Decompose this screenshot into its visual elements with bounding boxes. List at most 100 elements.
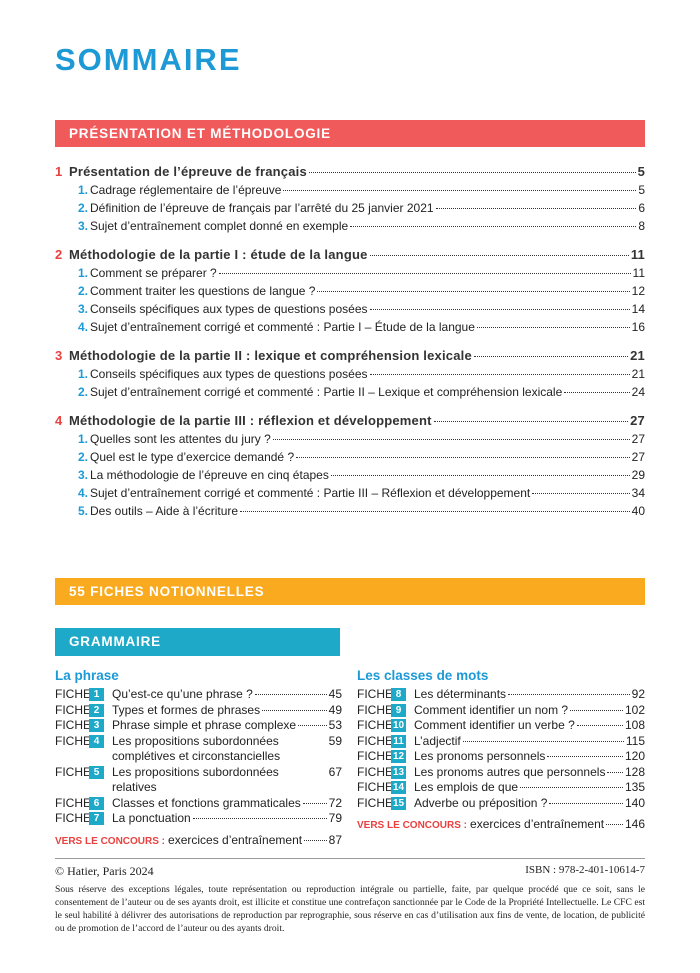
item-row: 3. Conseils spécifiques aux types de ques… <box>55 300 645 318</box>
page-number: 40 <box>631 504 645 518</box>
page-number: 34 <box>631 486 645 500</box>
page-number: 21 <box>630 348 645 363</box>
section-banner: PRÉSENTATION ET MÉTHODOLOGIE <box>55 120 645 147</box>
item-text: Sujet d’entraînement corrigé et commenté… <box>90 320 475 334</box>
item-row: 3. La méthodologie de l’épreuve en cinq é… <box>55 466 645 484</box>
fiche-text: Comment identifier un verbe ? <box>414 718 575 732</box>
fiche-label: FICHE <box>357 702 393 717</box>
page-number: 24 <box>631 385 645 399</box>
chapter-number: 2 <box>55 247 63 262</box>
dot-leader <box>330 475 630 476</box>
page-number: 27 <box>630 413 645 428</box>
fiche-entry: Les pronoms autres que personnels 128 <box>414 765 645 781</box>
dot-leader <box>520 787 623 788</box>
page-number: 135 <box>624 780 645 794</box>
fiche-label: FICHE <box>357 687 393 701</box>
page-number: 146 <box>624 817 645 831</box>
legal-notice: Sous réserve des exceptions légales, tou… <box>55 884 645 934</box>
fiche-text: Les pronoms personnels <box>414 749 546 763</box>
item-number: 5. <box>78 504 89 518</box>
chapter-row: 4 Méthodologie de la partie III : réflexi… <box>55 412 645 430</box>
dot-leader <box>564 392 630 393</box>
item-text: Sujet d’entraînement corrigé et commenté… <box>90 385 563 399</box>
fiche-label: FICHE <box>357 749 393 763</box>
dot-leader <box>532 493 630 494</box>
fiche-entry: Comment identifier un verbe ? 108 <box>414 718 645 734</box>
item-number: 1. <box>78 266 89 280</box>
fiche-row: FICHE 5 Les propositions subordonnées rela… <box>55 765 342 796</box>
page-number: 5 <box>638 183 645 197</box>
page-number: 29 <box>631 468 645 482</box>
fiche-text: Les propositions subordonnées relatives <box>112 764 279 795</box>
item-text: Conseils spécifiques aux types de questi… <box>90 367 368 381</box>
dot-leader <box>570 709 623 711</box>
fiche-number: 6 <box>89 796 104 810</box>
fiche-row: FICHE 12 Les pronoms personnels 120 <box>357 749 645 765</box>
dot-leader <box>508 694 630 695</box>
page-number: 11 <box>630 247 645 262</box>
dot-leader <box>435 208 637 209</box>
fiche-label: FICHE <box>55 764 91 779</box>
chapter-list: 1 Présentation de l’épreuve de français 5 1… <box>55 163 645 531</box>
fiche-number: 8 <box>391 688 406 701</box>
fiche-label: FICHE <box>357 764 393 779</box>
fiche-text: Les propositions subordonnées complétive… <box>112 733 281 764</box>
chapter: 1 Présentation de l’épreuve de français 5 1… <box>55 163 645 235</box>
item-number: 2. <box>78 201 89 215</box>
page-number: 8 <box>638 219 645 233</box>
page-number: 102 <box>624 702 645 717</box>
page-number: 16 <box>631 320 645 334</box>
fiche-column: La phrase FICHE 1 Qu’est-ce qu’une phrase ?… <box>55 667 342 849</box>
fiche-label: FICHE <box>357 795 393 810</box>
fiche-number: 4 <box>89 734 104 748</box>
fiche-row: FICHE 8 Les déterminants 92 <box>357 687 645 703</box>
item-row: 1. Quelles sont les attentes du jury ? 27 <box>55 430 645 448</box>
item-text: Définition de l’épreuve de français par … <box>90 201 434 215</box>
dot-leader <box>607 771 623 773</box>
fiche-label: FICHE <box>357 718 393 732</box>
fiche-row: FICHE 11 L’adjectif 115 <box>357 734 645 750</box>
page-number: 108 <box>624 718 645 732</box>
dot-leader <box>369 374 630 375</box>
fiche-row: FICHE 15 Adverbe ou préposition ? 140 <box>357 796 645 812</box>
fiche-number: 7 <box>89 812 104 825</box>
item-number: 4. <box>78 486 89 500</box>
fiche-label: FICHE <box>357 780 393 794</box>
item-row: 1. Comment se préparer ? 11 <box>55 264 645 282</box>
item-number: 2. <box>78 385 89 399</box>
fiche-entry: Les déterminants 92 <box>414 687 645 703</box>
fiche-label: FICHE <box>55 733 91 748</box>
item-number: 2. <box>78 450 89 464</box>
page-number: 21 <box>631 367 645 381</box>
page-number: 72 <box>328 795 342 810</box>
dot-leader <box>302 802 327 804</box>
item-text: Quelles sont les attentes du jury ? <box>90 432 271 446</box>
fiche-number: 10 <box>391 719 406 732</box>
fiche-text: L’adjectif <box>414 733 461 748</box>
dot-leader <box>317 291 630 292</box>
fiche-row: FICHE 4 Les propositions subordonnées comp… <box>55 734 342 765</box>
concours-label: VERS LE CONCOURS : <box>357 820 468 831</box>
fiche-entry: Classes et fonctions grammaticales 72 <box>112 796 342 812</box>
isbn: ISBN : 978-2-401-10614-7 <box>525 864 645 876</box>
fiche-label: FICHE <box>357 733 393 748</box>
chapter-title: Méthodologie de la partie I : étude de l… <box>69 247 368 262</box>
item-text: Comment se préparer ? <box>90 266 217 280</box>
item-row: 2. Définition de l’épreuve de français pa… <box>55 199 645 217</box>
dot-leader <box>192 818 327 819</box>
dot-leader <box>240 511 630 512</box>
subsection-banner: GRAMMAIRE <box>55 628 340 656</box>
item-number: 1. <box>78 183 89 197</box>
dot-leader <box>304 839 327 841</box>
item-text: Comment traiter les questions de langue … <box>90 284 316 298</box>
dot-leader <box>433 421 629 422</box>
page-number: 49 <box>328 702 342 717</box>
page-number: 92 <box>631 687 645 701</box>
fiche-text: Adverbe ou préposition ? <box>414 795 548 810</box>
page-number: 53 <box>328 718 342 732</box>
item-text: Quel est le type d’exercice demandé ? <box>90 450 295 464</box>
dot-leader <box>254 694 327 695</box>
page-number: 27 <box>631 450 645 464</box>
fiche-number: 5 <box>89 765 104 779</box>
